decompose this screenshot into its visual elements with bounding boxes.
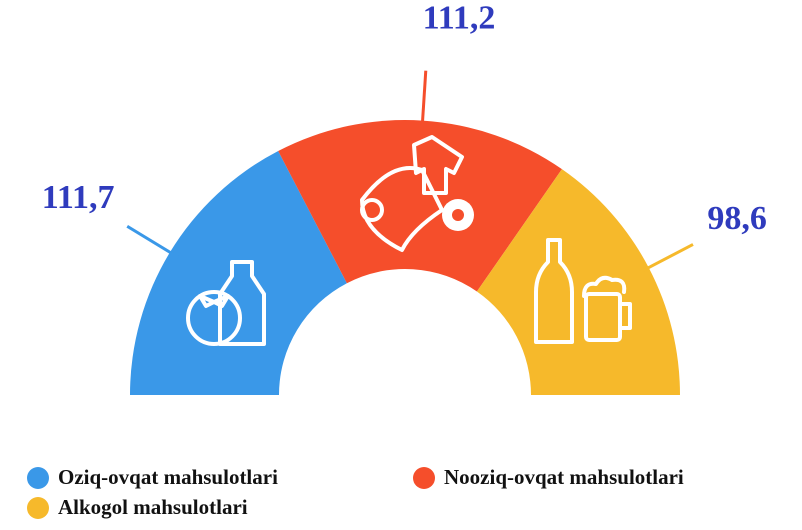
slice <box>130 150 347 395</box>
value-label: 98,6 <box>707 200 767 237</box>
icons <box>186 135 632 346</box>
foam-icon <box>582 275 627 298</box>
mug-handle <box>618 302 632 330</box>
gear-hole <box>452 209 464 221</box>
slice <box>278 120 562 292</box>
legend-swatch <box>27 497 49 519</box>
value-label: 111,2 <box>423 0 496 37</box>
legend-swatch <box>27 467 49 489</box>
legend-label: Alkogol mahsulotlari <box>58 495 248 519</box>
tomato-icon <box>186 290 242 346</box>
value-label: 111,7 <box>42 179 115 216</box>
legend-label: Nooziq-ovqat mahsulotlari <box>444 465 684 489</box>
slice <box>476 169 680 395</box>
bottle-icon <box>534 238 574 344</box>
leader-line <box>420 70 428 131</box>
leader-line <box>126 225 180 259</box>
legend-label: Oziq-ovqat mahsulotlari <box>58 465 278 489</box>
bottle-icon <box>218 260 266 346</box>
legend: Oziq-ovqat mahsulotlari Nooziq-ovqat mahs… <box>27 465 684 519</box>
leader-line <box>639 243 694 274</box>
value-labels: 111,7 111,2 98,6 <box>42 0 767 274</box>
roll-icon <box>360 198 384 222</box>
legend-swatch <box>413 467 435 489</box>
cloth-icon <box>360 166 444 252</box>
shirt-icon <box>412 135 464 195</box>
donut <box>130 120 680 395</box>
mug-icon <box>584 292 622 342</box>
